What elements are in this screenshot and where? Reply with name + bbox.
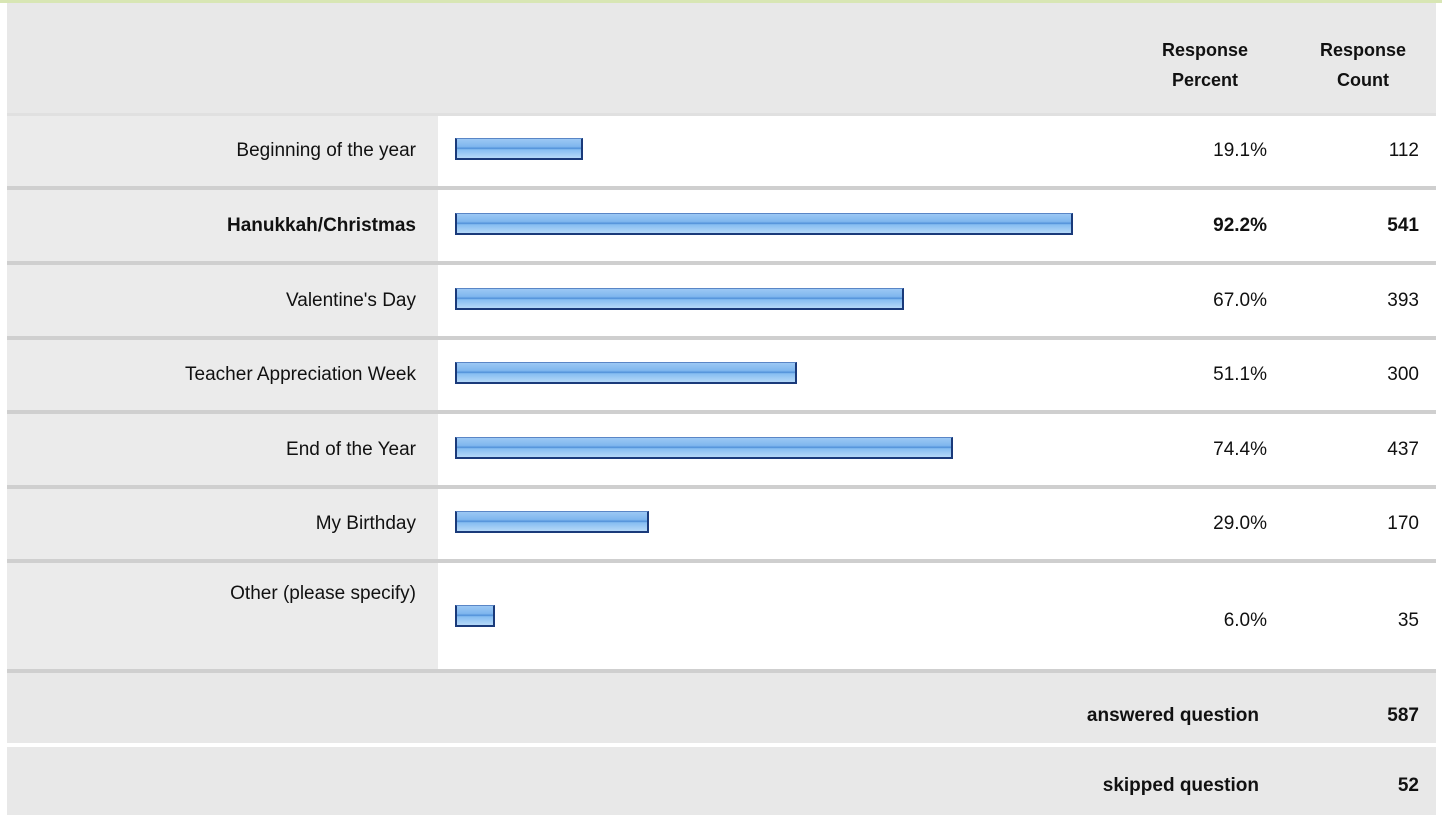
- response-percent-header-line1: Response: [1161, 40, 1249, 60]
- row-label: Hanukkah/Christmas: [226, 215, 416, 236]
- row-label: End of the Year: [286, 439, 416, 460]
- response-count-value: 112: [1388, 140, 1419, 161]
- row-separator: [7, 261, 1436, 265]
- response-count-header-line2: Count: [1337, 70, 1389, 90]
- bar-cell: [438, 563, 1128, 669]
- table-row: Hanukkah/Christmas 92.2% 541: [7, 190, 1436, 261]
- row-label-cell: My Birthday: [7, 489, 438, 559]
- row-separator: [7, 186, 1436, 190]
- header-separator: [7, 113, 1436, 116]
- skipped-value: 52: [1397, 775, 1419, 796]
- table-row: Beginning of the year 19.1% 112: [7, 116, 1436, 186]
- response-count-value: 300: [1387, 364, 1419, 385]
- answered-row: answered question 587: [7, 673, 1436, 743]
- response-percent-value: 74.4%: [1213, 439, 1267, 460]
- bar: [455, 362, 797, 384]
- table-row: Valentine's Day 67.0% 393: [7, 265, 1436, 336]
- row-separator: [7, 485, 1436, 489]
- top-accent-line: [0, 0, 1442, 3]
- response-percent-value: 51.1%: [1213, 364, 1267, 385]
- response-count-header: Response Count: [1293, 35, 1433, 95]
- skipped-label: skipped question: [1102, 775, 1259, 796]
- skipped-row: skipped question 52: [7, 747, 1436, 815]
- row-label-cell: Teacher Appreciation Week: [7, 340, 438, 410]
- table-row: Other (please specify) 6.0% 35: [7, 563, 1436, 669]
- row-label-cell: Other (please specify): [7, 563, 438, 669]
- row-label: Valentine's Day: [285, 290, 416, 311]
- response-count-value: 541: [1387, 215, 1419, 236]
- row-separator: [7, 559, 1436, 563]
- row-label-cell: End of the Year: [7, 414, 438, 485]
- bar: [455, 437, 953, 459]
- response-percent-value: 29.0%: [1213, 513, 1267, 534]
- table-row: Teacher Appreciation Week 51.1% 300: [7, 340, 1436, 410]
- response-count-value: 170: [1387, 513, 1419, 534]
- answered-label: answered question: [1086, 705, 1259, 726]
- row-label-cell: Hanukkah/Christmas: [7, 190, 438, 261]
- bar: [455, 213, 1073, 235]
- bar: [455, 605, 495, 627]
- table-header: Response Percent Response Count: [7, 3, 1436, 113]
- response-count-value: 393: [1387, 290, 1419, 311]
- response-percent-value: 6.0%: [1223, 610, 1267, 631]
- response-percent-value: 67.0%: [1213, 290, 1267, 311]
- bar: [455, 511, 649, 533]
- response-percent-value: 19.1%: [1213, 140, 1267, 161]
- row-label: Teacher Appreciation Week: [185, 364, 416, 385]
- row-separator: [7, 669, 1436, 673]
- bar: [455, 138, 583, 160]
- row-label: Beginning of the year: [236, 140, 416, 161]
- response-percent-header: Response Percent: [1145, 35, 1265, 95]
- table-row: My Birthday 29.0% 170: [7, 489, 1436, 559]
- table-row: End of the Year 74.4% 437: [7, 414, 1436, 485]
- row-label: My Birthday: [315, 513, 416, 534]
- answered-value: 587: [1387, 705, 1419, 726]
- row-separator: [7, 410, 1436, 414]
- response-count-value: 35: [1397, 610, 1419, 631]
- response-count-header-line1: Response: [1319, 40, 1407, 60]
- response-percent-value: 92.2%: [1213, 215, 1267, 236]
- row-label-cell: Valentine's Day: [7, 265, 438, 336]
- response-percent-header-line2: Percent: [1171, 70, 1239, 90]
- row-label: Other (please specify): [230, 583, 416, 604]
- response-count-value: 437: [1387, 439, 1419, 460]
- row-separator: [7, 336, 1436, 340]
- row-label-cell: Beginning of the year: [7, 116, 438, 186]
- bar: [455, 288, 904, 310]
